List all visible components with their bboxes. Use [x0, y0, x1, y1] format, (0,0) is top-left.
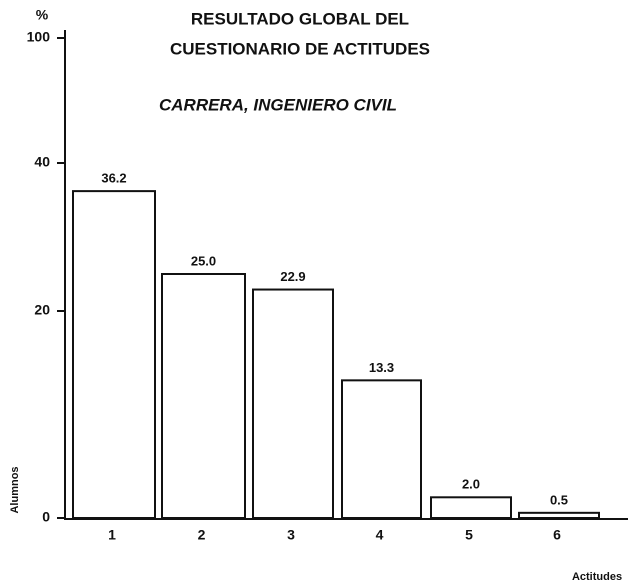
x-tick-label: 1	[108, 527, 116, 543]
y-tick-label: 0	[42, 509, 50, 525]
x-tick-label: 5	[465, 527, 473, 543]
value-label: 22.9	[280, 269, 305, 284]
bar	[518, 511, 600, 520]
value-label: 36.2	[101, 171, 126, 186]
x-axis-label: Actitudes	[572, 571, 622, 583]
bar	[161, 273, 246, 519]
x-tick-label: 4	[376, 527, 384, 543]
x-tick-label: 2	[198, 527, 206, 543]
value-label: 2.0	[462, 477, 480, 492]
y-unit: %	[36, 7, 49, 23]
bar	[341, 379, 422, 519]
x-tick-label: 6	[553, 527, 561, 543]
bar	[252, 288, 334, 520]
value-label: 25.0	[191, 253, 216, 268]
chart-title: CUESTIONARIO DE ACTITUDES	[170, 39, 430, 58]
value-label: 13.3	[369, 360, 394, 375]
y-tick-label: 20	[34, 302, 50, 318]
bar	[430, 496, 512, 519]
bar	[72, 190, 156, 519]
chart-title: RESULTADO GLOBAL DEL	[191, 9, 409, 28]
chart-subtitle: CARRERA, INGENIERO CIVIL	[159, 95, 397, 114]
x-tick-label: 3	[287, 527, 295, 543]
value-label: 0.5	[550, 492, 568, 507]
y-axis-label: Alumnos	[9, 466, 21, 513]
y-tick-label: 40	[34, 154, 50, 170]
y-tick-label: 100	[27, 29, 51, 45]
